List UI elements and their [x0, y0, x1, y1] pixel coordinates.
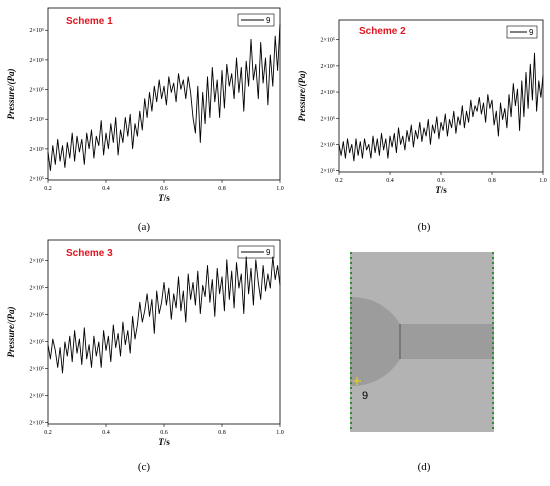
chart-c-y-tick-label: 2×10⁵ [30, 339, 44, 345]
chart-a-x-tick-label: 0.2 [44, 186, 52, 192]
chart-a-y-tick-label: 2×10⁵ [30, 177, 44, 183]
chart-panel-c: 0.2 0.4 0.6 0.8 1.0 2×10⁵ 2×10⁵ 2×10⁵ 2×10⁵ 2×10⁵… [6, 239, 284, 447]
chart-b-legend-label: 9 [529, 28, 534, 37]
chart-a-x-tick-label: 1.0 [276, 186, 284, 192]
chart-c-legend-label: 9 [266, 248, 271, 257]
chart-b-y-tick-label: 2×10⁵ [321, 90, 335, 96]
chart-b-y-tick-label: 2×10⁵ [321, 64, 335, 70]
chart-a-y-tick-label: 2×10⁵ [30, 58, 44, 64]
chart-b-x-axis-label: T/s [435, 185, 447, 195]
chart-b-scheme-annotation: Scheme 2 [359, 26, 406, 37]
chart-b-x-tick-label: 0.2 [335, 178, 343, 184]
chart-a-x-tick-label: 0.8 [218, 186, 226, 192]
chart-b-y-tick-label: 2×10⁵ [321, 142, 335, 148]
caption-c: (c) [138, 461, 151, 473]
chart-b-y-axis-label: Pressure/(Pa) [297, 71, 307, 122]
chart-c-y-tick-label: 2×10⁵ [30, 394, 44, 400]
chart-c-series-line-9 [47, 256, 281, 374]
chart-b-y-tick-label: 2×10⁵ [321, 169, 335, 175]
chart-a-y-tick-label: 2×10⁵ [30, 88, 44, 94]
chart-a-x-axis-label: T/s [158, 193, 170, 203]
chart-b-x-tick-label: 0.6 [437, 178, 445, 184]
chart-b-x-tick-label: 0.8 [488, 178, 496, 184]
chart-c-x-tick-label: 1.0 [276, 430, 284, 436]
caption-b: (b) [418, 221, 431, 233]
chart-a-series-line-9 [47, 23, 281, 172]
chart-c-x-tick-label: 0.4 [102, 430, 110, 436]
chart-c-y-axis-label: Pressure/(Pa) [6, 307, 16, 358]
chart-c-scheme-annotation: Scheme 3 [66, 248, 113, 259]
outlet-channel [400, 324, 494, 359]
chart-c-x-tick-label: 0.8 [218, 430, 226, 436]
chart-a-x-tick-label: 0.4 [102, 186, 110, 192]
chart-c-y-tick-label: 2×10⁵ [30, 421, 44, 427]
chart-b-y-tick-label: 2×10⁵ [321, 38, 335, 44]
chart-a-y-axis-label: Pressure/(Pa) [6, 69, 16, 120]
chart-c-y-tick-label: 2×10⁵ [30, 258, 44, 264]
caption-a: (a) [138, 221, 151, 233]
nozzle-body [350, 296, 400, 387]
chart-c-x-tick-label: 0.2 [44, 430, 52, 436]
chart-b-x-tick-label: 1.0 [539, 178, 547, 184]
chart-panel-b: 0.2 0.4 0.6 0.8 1.0 2×10⁵ 2×10⁵ 2×10⁵ 2×10⁵ 2×10⁵… [297, 19, 547, 195]
chart-c-plot-frame [47, 239, 281, 425]
chart-a-y-tick-label: 2×10⁵ [30, 147, 44, 153]
chart-a-scheme-annotation: Scheme 1 [66, 16, 113, 27]
geometry-panel-d: 9 [350, 252, 494, 432]
chart-a-plot-frame [47, 7, 281, 181]
chart-c-y-tick-label: 2×10⁵ [30, 367, 44, 373]
probe-marker-icon [353, 377, 361, 385]
chart-b-x-tick-label: 0.4 [386, 178, 394, 184]
chart-a-x-tick-label: 0.6 [160, 186, 168, 192]
chart-panel-a: 0.2 0.4 0.6 0.8 1.0 2×10⁵ 2×10⁵ 2×10⁵ 2×10⁵ 2×10⁵… [6, 7, 284, 203]
caption-d: (d) [418, 461, 431, 473]
chart-a-legend-label: 9 [266, 16, 271, 25]
probe-label: 9 [362, 390, 368, 402]
chart-a-y-tick-label: 2×10⁵ [30, 28, 44, 34]
chart-a-y-tick-label: 2×10⁵ [30, 117, 44, 123]
chart-c-x-axis-label: T/s [158, 437, 170, 447]
chart-c-x-tick-label: 0.6 [160, 430, 168, 436]
chart-b-y-tick-label: 2×10⁵ [321, 116, 335, 122]
chart-b-series-line-9 [338, 52, 544, 162]
chart-c-y-tick-label: 2×10⁵ [30, 312, 44, 318]
chart-c-y-tick-label: 2×10⁵ [30, 285, 44, 291]
